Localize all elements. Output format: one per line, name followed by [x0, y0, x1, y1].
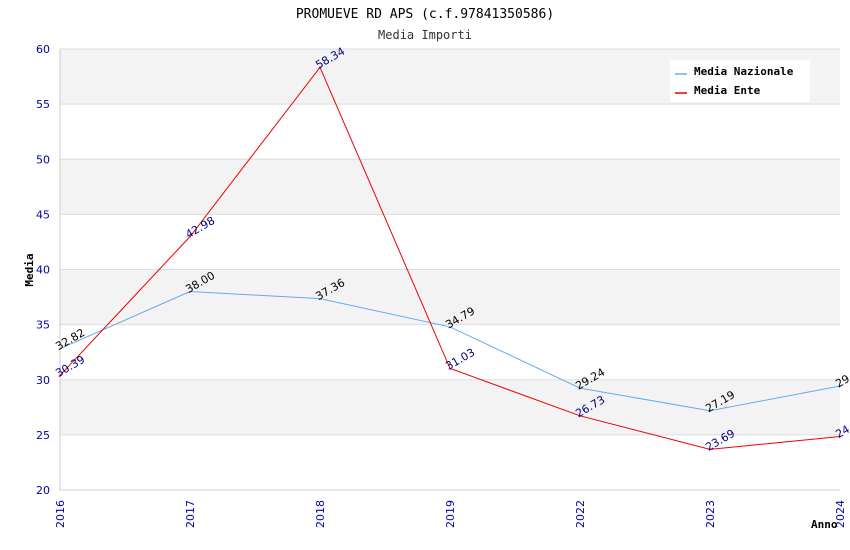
- x-tick-label: 2022: [574, 500, 587, 528]
- data-point: [449, 326, 451, 328]
- data-point: [709, 448, 711, 451]
- chart-subtitle: Media Importi: [378, 28, 472, 42]
- x-tick-labels: 2016 2017 2018 2019 2022 2023 2024: [54, 500, 847, 528]
- data-point: [839, 385, 841, 387]
- y-tick-labels: 20 25 30 35 40 45 50 55 60: [36, 43, 50, 497]
- data-point: [579, 387, 581, 389]
- chart-title: PROMUEVE RD APS (c.f.97841350586): [296, 7, 554, 22]
- data-point: [59, 374, 61, 377]
- x-tick-label: 2024: [834, 500, 847, 528]
- y-tick-label: 55: [36, 98, 50, 111]
- grid-band: [60, 379, 840, 435]
- y-tick-label: 40: [36, 264, 50, 277]
- data-point: [839, 435, 841, 438]
- data-point: [189, 235, 191, 238]
- y-tick-label: 45: [36, 208, 50, 221]
- y-tick-label: 25: [36, 429, 50, 442]
- data-point: [319, 297, 321, 300]
- grid-band: [60, 214, 840, 270]
- data-point: [59, 347, 61, 350]
- grid-band: [60, 324, 840, 380]
- grid-band: [60, 104, 840, 160]
- x-tick-label: 2019: [444, 500, 457, 528]
- x-tick-label: 2017: [184, 500, 197, 528]
- series-lines: [59, 66, 841, 451]
- x-tick-label: 2018: [314, 500, 327, 528]
- legend-box: [670, 60, 810, 102]
- legend-label-media-nazionale: Media Nazionale: [694, 65, 794, 78]
- y-axis-label: Media: [23, 253, 36, 286]
- legend: Media Nazionale Media Ente: [670, 60, 810, 102]
- y-tick-label: 50: [36, 153, 50, 166]
- y-tick-label: 20: [36, 484, 50, 497]
- data-point: [579, 415, 581, 417]
- y-tick-label: 35: [36, 319, 50, 332]
- data-point: [709, 409, 711, 412]
- legend-label-media-ente: Media Ente: [694, 84, 761, 97]
- x-tick-label: 2016: [54, 500, 67, 528]
- y-tick-label: 60: [36, 43, 50, 56]
- x-axis-label: Anno: [811, 518, 838, 531]
- data-point: [449, 367, 451, 370]
- plot-background-bands: [60, 49, 840, 490]
- grid-band: [60, 159, 840, 215]
- x-tick-label: 2023: [704, 500, 717, 528]
- data-point: [189, 290, 191, 293]
- y-tick-label: 30: [36, 374, 50, 387]
- grid-band: [60, 269, 840, 325]
- data-point: [319, 66, 321, 69]
- grid-band: [60, 434, 840, 490]
